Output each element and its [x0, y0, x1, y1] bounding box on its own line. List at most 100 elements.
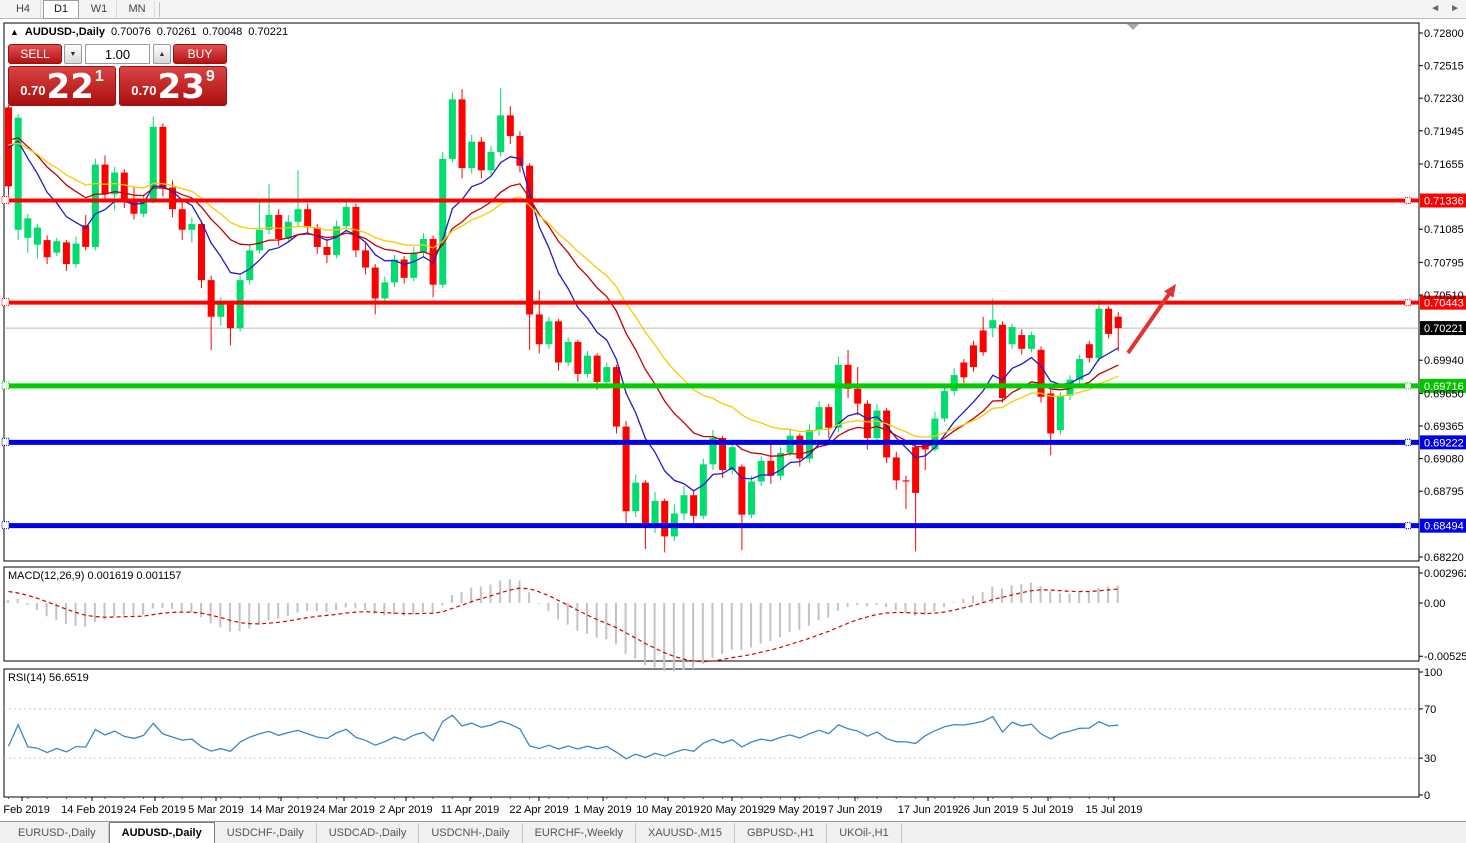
chart-tab-eurusddaily[interactable]: EURUSD-,Daily [6, 823, 109, 843]
svg-text:7 Jun 2019: 7 Jun 2019 [828, 804, 882, 816]
price-badge-label: 0.71336 [1424, 195, 1464, 207]
svg-text:0.72515: 0.72515 [1424, 61, 1464, 73]
svg-text:5 Feb 2019: 5 Feb 2019 [0, 804, 50, 816]
line-handle-icon[interactable] [1, 381, 10, 390]
timeframe-button-d1[interactable]: D1 [43, 0, 79, 19]
price-badge-label: 0.70443 [1424, 298, 1464, 310]
tab-scroll-arrows: ◄ ► [1430, 3, 1460, 14]
moving-average-line[interactable] [8, 142, 1119, 439]
candles-layer [5, 87, 1122, 553]
svg-text:29 May 2019: 29 May 2019 [763, 804, 827, 816]
svg-text:14 Mar 2019: 14 Mar 2019 [250, 804, 312, 816]
price-badge [1420, 435, 1466, 450]
line-handle-icon[interactable] [1, 437, 10, 446]
volume-input[interactable] [85, 44, 150, 64]
svg-text:0.69365: 0.69365 [1424, 421, 1464, 433]
price-badge [1420, 321, 1466, 336]
svg-text:15 Jul 2019: 15 Jul 2019 [1086, 804, 1143, 816]
svg-text:0.71085: 0.71085 [1424, 224, 1464, 236]
chart-canvas[interactable]: 0.71336 0.70443 0.70221 0.69716 0.69222 0.684… [0, 20, 1466, 821]
svg-text:0.69940: 0.69940 [1424, 355, 1464, 367]
svg-text:0.69650: 0.69650 [1424, 388, 1464, 400]
price-badge [1420, 518, 1466, 533]
chart-tab-gbpusdh1[interactable]: GBPUSD-,H1 [735, 823, 828, 843]
buy-button[interactable]: BUY [173, 44, 227, 64]
hlines-layer: 0.71336 0.70443 0.70221 0.69716 0.69222 0.684… [1, 193, 1466, 533]
svg-text:5 Mar 2019: 5 Mar 2019 [188, 804, 244, 816]
chart-tab-usdcaddaily[interactable]: USDCAD-,Daily [317, 823, 420, 843]
svg-text:26 Jun 2019: 26 Jun 2019 [958, 804, 1019, 816]
chart-tab-audusddaily[interactable]: AUDUSD-,Daily [108, 822, 215, 843]
quote-header: ▲ AUDUSD-,Daily 0.70076 0.70261 0.70048 … [10, 26, 288, 38]
scroll-anchor-icon[interactable] [1127, 24, 1139, 30]
price-badge-label: 0.69222 [1424, 437, 1464, 449]
macd-label: MACD(12,26,9) 0.001619 0.001157 [8, 570, 181, 582]
rsi-panel: 100 70 30 0 RSI(14) 56.6519 [4, 667, 1442, 802]
svg-text:14 Feb 2019: 14 Feb 2019 [61, 804, 123, 816]
panel-frame [3, 668, 1420, 798]
sell-price-big: 22 [46, 67, 94, 107]
tab-scroll-left-icon[interactable]: ◄ [1430, 3, 1441, 14]
svg-text:10 May 2019: 10 May 2019 [636, 804, 700, 816]
sell-price-panel[interactable]: 0.70 22 1 [8, 66, 116, 106]
svg-text:22 Apr 2019: 22 Apr 2019 [509, 804, 568, 816]
svg-text:17 Jun 2019: 17 Jun 2019 [898, 804, 959, 816]
price-badge [1420, 193, 1466, 208]
svg-text:0.69080: 0.69080 [1424, 454, 1464, 466]
svg-text:0.70795: 0.70795 [1424, 257, 1464, 269]
rsi-label: RSI(14) 56.6519 [8, 672, 89, 684]
svg-text:20 May 2019: 20 May 2019 [700, 804, 764, 816]
volume-decrease-button[interactable]: ▼ [64, 44, 82, 64]
line-handle-icon[interactable] [1404, 299, 1412, 307]
buy-price-panel[interactable]: 0.70 23 9 [119, 66, 227, 106]
line-handle-icon[interactable] [1, 195, 10, 204]
chart-tab-usdchfdaily[interactable]: USDCHF-,Daily [215, 823, 317, 843]
svg-text:0.71655: 0.71655 [1424, 159, 1464, 171]
quote-high: 0.70261 [156, 26, 197, 38]
timeframe-button-h4[interactable]: H4 [5, 0, 41, 19]
timeframe-button-w1[interactable]: W1 [81, 0, 117, 19]
moving-average-line[interactable] [8, 140, 1119, 492]
collapse-triangle-icon[interactable]: ▲ [10, 27, 19, 37]
svg-text:0.70510: 0.70510 [1424, 290, 1464, 302]
line-handle-icon[interactable] [1404, 196, 1412, 204]
svg-text:1 May 2019: 1 May 2019 [574, 804, 631, 816]
quote-open: 0.70076 [111, 26, 151, 38]
chart-tab-eurchfweekly[interactable]: EURCHF-,Weekly [523, 823, 636, 843]
svg-text:0.00: 0.00 [1424, 598, 1445, 610]
svg-text:0.72800: 0.72800 [1424, 28, 1464, 40]
chart-tab-ukoilh1[interactable]: UKOil-,H1 [827, 823, 902, 843]
chart-tab-xauusdm15[interactable]: XAUUSD-,M15 [636, 823, 735, 843]
tab-scroll-right-icon[interactable]: ► [1450, 3, 1460, 14]
buy-price-pip: 9 [205, 68, 215, 85]
volume-increase-button[interactable]: ▲ [153, 44, 171, 64]
price-badge [1420, 378, 1466, 393]
svg-text:0: 0 [1424, 790, 1430, 802]
svg-text:0.71945: 0.71945 [1424, 126, 1464, 138]
line-handle-icon[interactable] [1404, 382, 1412, 390]
svg-text:2 Apr 2019: 2 Apr 2019 [379, 804, 432, 816]
svg-text:0.72230: 0.72230 [1424, 93, 1464, 105]
svg-text:5 Jul 2019: 5 Jul 2019 [1023, 804, 1074, 816]
price-badge-label: 0.68494 [1424, 521, 1464, 533]
quote-low: 0.70048 [202, 26, 243, 38]
chart-tab-usdcnhdaily[interactable]: USDCNH-,Daily [419, 823, 523, 843]
rsi-line [7, 714, 1119, 760]
sell-button[interactable]: SELL [8, 44, 62, 64]
svg-text:0.68795: 0.68795 [1424, 486, 1464, 498]
line-handle-icon[interactable] [1404, 438, 1412, 446]
price-badge-label: 0.69716 [1424, 381, 1464, 393]
line-handle-icon[interactable] [1404, 522, 1412, 530]
line-handle-icon[interactable] [1, 298, 10, 307]
buy-price-prefix: 0.70 [131, 83, 157, 98]
timeframe-button-mn[interactable]: MN [119, 0, 155, 19]
symbol-name: AUDUSD-,Daily [24, 26, 105, 38]
trend-arrow[interactable] [1126, 289, 1174, 355]
svg-text:70: 70 [1424, 704, 1436, 716]
line-handle-icon[interactable] [1, 521, 10, 530]
toolbar-separator [159, 1, 160, 17]
price-badge-label: 0.70221 [1424, 323, 1464, 335]
svg-text:100: 100 [1424, 667, 1442, 679]
svg-text:11 Apr 2019: 11 Apr 2019 [441, 804, 500, 816]
